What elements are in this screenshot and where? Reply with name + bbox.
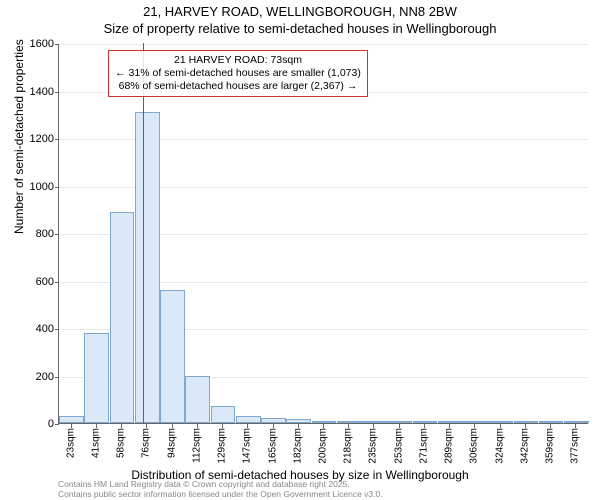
chart-container: 21, HARVEY ROAD, WELLINGBOROUGH, NN8 2BW… [0, 0, 600, 500]
x-tick-layer: 23sqm 41sqm 58sqm 76sqm 94sqm 112sqm 129sqm 147… [58, 424, 588, 468]
x-tick-label: 359sqm [545, 428, 556, 464]
y-tick-mark [55, 92, 59, 93]
histogram-bar [160, 290, 185, 423]
histogram-bar [387, 421, 412, 423]
x-tick-label: 129sqm [217, 428, 228, 464]
x-tick-label: 306sqm [469, 428, 480, 464]
x-tick-label: 289sqm [444, 428, 455, 464]
annotation-line-1: 21 HARVEY ROAD: 73sqm [115, 54, 361, 67]
x-tick-label: 147sqm [242, 428, 253, 464]
x-tick-label: 253sqm [393, 428, 404, 464]
histogram-bar [84, 333, 109, 423]
y-tick-mark [55, 377, 59, 378]
y-tick-label: 1600 [30, 38, 54, 50]
footer-line-1v: Contains HM Land Registry data © Crown c… [58, 479, 350, 489]
histogram-bar [413, 421, 438, 423]
x-tick-label: 76sqm [141, 428, 152, 458]
chart-subtitle: Size of property relative to semi-detach… [0, 21, 600, 38]
x-tick-label: 165sqm [267, 428, 278, 464]
y-tick-label: 400 [36, 323, 54, 335]
y-tick-label: 1200 [30, 133, 54, 145]
y-tick-label: 200 [36, 371, 54, 383]
chart-title-address: 21, HARVEY ROAD, WELLINGBOROUGH, NN8 2BW [0, 0, 600, 21]
histogram-bar [514, 421, 539, 423]
histogram-bar [337, 421, 362, 423]
y-tick-label: 1400 [30, 86, 54, 98]
histogram-bar [261, 418, 286, 423]
x-tick-label: 271sqm [418, 428, 429, 464]
histogram-bar [539, 421, 564, 423]
histogram-bar [59, 416, 84, 423]
x-tick-label: 342sqm [519, 428, 530, 464]
x-tick-label: 218sqm [343, 428, 354, 464]
histogram-bar [185, 376, 210, 424]
annotation-box: 21 HARVEY ROAD: 73sqm ← 31% of semi-deta… [108, 50, 368, 97]
gridline [59, 44, 588, 45]
plot-area: 21 HARVEY ROAD: 73sqm ← 31% of semi-deta… [58, 44, 588, 424]
histogram-bar [110, 212, 135, 423]
x-tick-label: 94sqm [166, 428, 177, 458]
y-tick-label: 600 [36, 276, 54, 288]
y-tick-mark [55, 329, 59, 330]
x-tick-label: 41sqm [90, 428, 101, 458]
histogram-bar [236, 416, 261, 423]
reference-marker-line [143, 43, 144, 423]
histogram-bar [463, 421, 488, 423]
x-tick-label: 182sqm [292, 428, 303, 464]
histogram-bar [211, 406, 236, 423]
x-tick-label: 112sqm [191, 428, 202, 463]
y-tick-label: 1000 [30, 181, 54, 193]
y-tick-mark [55, 187, 59, 188]
histogram-bar [286, 419, 311, 423]
x-tick-label: 377sqm [570, 428, 581, 464]
y-tick-mark [55, 139, 59, 140]
histogram-bar [488, 421, 513, 423]
x-tick-label: 200sqm [318, 428, 329, 464]
annotation-line-2: ← 31% of semi-detached houses are smalle… [115, 67, 361, 80]
footer-line-2v: Contains public sector information licen… [58, 489, 383, 499]
histogram-bar [564, 421, 589, 423]
y-tick-mark [55, 282, 59, 283]
y-tick-label: 800 [36, 228, 54, 240]
x-tick-label: 235sqm [368, 428, 379, 464]
y-tick-layer: 02004006008001000120014001600 [0, 44, 58, 424]
y-tick-mark [55, 44, 59, 45]
histogram-bar [362, 421, 387, 423]
histogram-bar [135, 112, 160, 423]
x-tick-label: 324sqm [494, 428, 505, 464]
histogram-bar [438, 421, 463, 423]
x-tick-label: 23sqm [65, 428, 76, 458]
histogram-bar [312, 421, 337, 423]
x-tick-label: 58sqm [116, 428, 127, 458]
footer-attribution-visible: Contains HM Land Registry data © Crown c… [58, 479, 383, 499]
y-tick-mark [55, 234, 59, 235]
annotation-line-3: 68% of semi-detached houses are larger (… [115, 80, 361, 93]
y-tick-label: 0 [48, 418, 54, 430]
